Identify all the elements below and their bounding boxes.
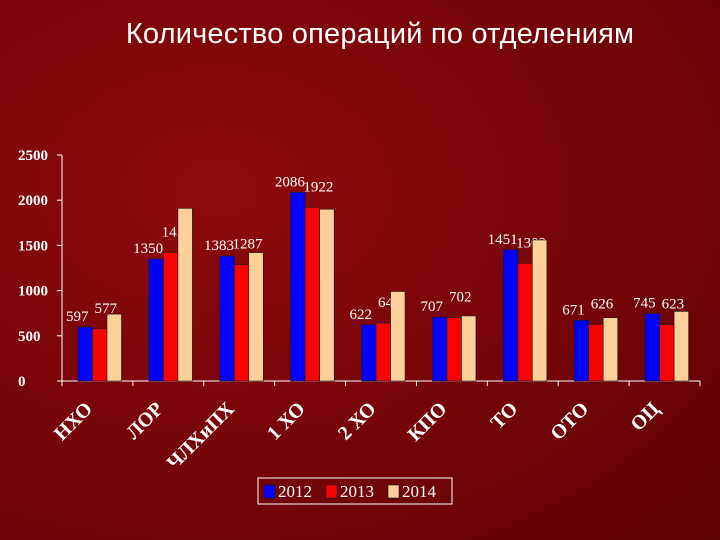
bar-2012-8 [644, 313, 660, 382]
x-category-label: ОЦ [627, 398, 665, 436]
bar-2012-2 [219, 255, 235, 382]
data-label: 623 [662, 297, 685, 313]
data-label: 707 [420, 299, 443, 315]
x-category-label: ЧЛХиПХ [163, 398, 239, 474]
data-label: 702 [449, 290, 472, 306]
legend-label: 2014 [402, 482, 437, 501]
data-label: 1451 [488, 232, 518, 248]
legend-label: 2013 [340, 482, 374, 501]
bar-2013-4 [375, 322, 391, 382]
bar-2013-7 [588, 324, 604, 382]
y-tick-label: 0 [18, 374, 26, 390]
data-label: 1383 [204, 238, 234, 254]
data-label: 1350 [133, 241, 163, 257]
y-tick-label: 1000 [18, 284, 48, 300]
bar-2013-1 [163, 252, 179, 382]
data-label: 1287 [233, 237, 264, 253]
bar-2012-6 [503, 249, 519, 382]
y-tick-label: 500 [18, 329, 41, 345]
bar-2013-2 [233, 264, 250, 382]
x-category-label: 1 ХО [263, 398, 310, 445]
x-category-label: ТО [487, 398, 523, 434]
x-category-label: 2 ХО [334, 398, 381, 445]
bar-2012-0 [77, 326, 93, 382]
bar-2013-3 [304, 206, 320, 382]
bar-2014-6 [532, 239, 548, 382]
data-label: 626 [591, 296, 614, 312]
data-label: 2086 [275, 174, 306, 190]
x-category-label: ОТО [546, 398, 593, 445]
legend-label: 2012 [278, 482, 312, 501]
bar-2014-7 [602, 317, 619, 382]
bar-2014-2 [248, 252, 264, 382]
legend-swatch-2012 [263, 484, 276, 499]
page-title: Количество операций по отделениям [125, 18, 635, 50]
bar-2013-0 [92, 328, 108, 382]
y-tick-label: 1500 [18, 238, 48, 254]
bar-2012-3 [290, 192, 306, 382]
x-category-label: НХО [50, 398, 97, 445]
bar-2014-0 [106, 313, 122, 382]
bar-2012-4 [361, 324, 377, 382]
data-label: 622 [350, 307, 373, 323]
data-label: 577 [95, 301, 118, 317]
data-label: 671 [562, 302, 585, 318]
bar-2013-5 [446, 317, 462, 382]
x-category-label: КПО [404, 398, 452, 446]
x-category-label: ЛОР [122, 398, 168, 444]
data-label: 1922 [303, 179, 333, 195]
bar-2013-6 [517, 262, 533, 382]
bar-2014-1 [177, 208, 193, 382]
y-tick-label: 2000 [18, 193, 48, 209]
bar-2012-5 [432, 316, 448, 382]
bar-2014-4 [390, 291, 406, 382]
bar-2014-3 [319, 208, 335, 382]
bar-2014-5 [461, 315, 477, 382]
bar-2012-1 [148, 258, 164, 382]
bar-2014-8 [673, 311, 689, 382]
bar-2013-8 [659, 324, 675, 382]
data-label: 745 [633, 296, 656, 312]
legend-swatch-2013 [325, 484, 338, 499]
legend-swatch-2014 [387, 484, 400, 499]
y-tick-label: 2500 [18, 148, 48, 164]
legend-box [257, 477, 453, 505]
bar-2012-7 [573, 320, 590, 382]
data-label: 597 [66, 309, 89, 325]
